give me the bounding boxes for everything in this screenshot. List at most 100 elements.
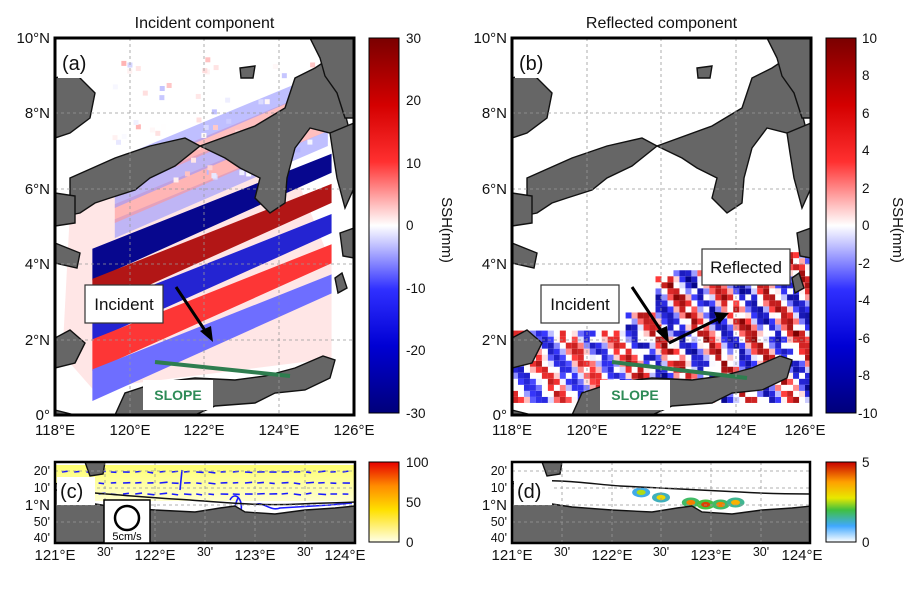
ssh-pixel bbox=[619, 330, 626, 337]
ssh-speckle bbox=[116, 139, 122, 145]
ssh-pixel bbox=[721, 396, 728, 403]
panel-b-reflected-arrow bbox=[668, 316, 721, 345]
ssh-pixel bbox=[595, 360, 602, 367]
ssh-speckle bbox=[112, 135, 118, 141]
ssh-pixel bbox=[547, 354, 554, 361]
panel-d-y-axis: 20' 10' 1°N 50' 40' bbox=[482, 464, 507, 545]
ssh-pixel bbox=[769, 348, 776, 355]
velocity-vector bbox=[74, 470, 80, 473]
ssh-pixel bbox=[643, 372, 650, 379]
ssh-pixel bbox=[565, 348, 572, 355]
ssh-pixel bbox=[793, 312, 800, 319]
ssh-pixel bbox=[595, 342, 602, 349]
ssh-pixel bbox=[535, 348, 542, 355]
ssh-pixel bbox=[571, 384, 578, 391]
ssh-pixel bbox=[673, 306, 680, 313]
ssh-pixel bbox=[655, 354, 662, 361]
ssh-pixel bbox=[535, 390, 542, 397]
ssh-pixel bbox=[793, 396, 800, 403]
panel-a-colorbar-unit: SSH(mm) bbox=[438, 197, 455, 263]
ssh-pixel bbox=[721, 360, 728, 367]
panel-c-legend-label: 5cm/s bbox=[112, 531, 142, 543]
ssh-pixel bbox=[535, 360, 542, 367]
ssh-pixel bbox=[667, 312, 674, 319]
ssh-pixel bbox=[571, 354, 578, 361]
ssh-pixel bbox=[727, 288, 734, 295]
ssh-pixel bbox=[685, 270, 692, 277]
ssh-pixel bbox=[769, 312, 776, 319]
ssh-pixel bbox=[613, 354, 620, 361]
ssh-pixel bbox=[673, 288, 680, 295]
ssh-pixel bbox=[541, 330, 548, 337]
panel-b: Reflected component (b) Incident Reflect… bbox=[473, 15, 906, 439]
ssh-pixel bbox=[709, 324, 716, 331]
ssh-pixel bbox=[517, 366, 524, 373]
ssh-pixel bbox=[631, 318, 638, 325]
ssh-pixel bbox=[553, 348, 560, 355]
ssh-pixel bbox=[565, 342, 572, 349]
ssh-pixel bbox=[805, 342, 811, 349]
ssh-pixel bbox=[607, 372, 614, 379]
x-tick: 118°E bbox=[35, 422, 75, 439]
ssh-pixel bbox=[799, 366, 806, 373]
ssh-pixel bbox=[781, 288, 788, 295]
ssh-pixel bbox=[619, 354, 626, 361]
velocity-vector bbox=[159, 492, 168, 495]
ssh-pixel bbox=[739, 354, 746, 361]
x-tick: 118°E bbox=[492, 422, 532, 439]
ssh-pixel bbox=[589, 348, 596, 355]
ssh-pixel bbox=[655, 360, 662, 367]
y-tick: 50' bbox=[34, 515, 50, 529]
ssh-pixel bbox=[589, 342, 596, 349]
ssh-pixel bbox=[757, 348, 764, 355]
x-tick: 126°E bbox=[784, 422, 825, 439]
ssh-pixel bbox=[781, 312, 788, 319]
y-tick: 1°N bbox=[482, 497, 507, 514]
ssh-speckle bbox=[201, 171, 207, 177]
panel-a-title: Incident component bbox=[135, 15, 275, 32]
ssh-pixel bbox=[565, 396, 572, 403]
ssh-pixel bbox=[751, 360, 758, 367]
ssh-pixel bbox=[673, 360, 680, 367]
ssh-pixel bbox=[589, 372, 596, 379]
ssh-pixel bbox=[673, 372, 680, 379]
ssh-pixel bbox=[685, 300, 692, 307]
ssh-pixel bbox=[805, 390, 811, 397]
wave-band-positive bbox=[92, 183, 332, 311]
ssh-pixel bbox=[799, 270, 806, 277]
ssh-pixel bbox=[637, 312, 644, 319]
ssh-pixel bbox=[523, 384, 530, 391]
ssh-pixel bbox=[769, 324, 776, 331]
ssh-pixel bbox=[799, 306, 806, 313]
hotspot-core bbox=[701, 501, 711, 508]
ssh-pixel bbox=[697, 288, 704, 295]
ssh-pixel bbox=[751, 312, 758, 319]
ssh-pixel bbox=[697, 294, 704, 301]
ssh-speckle bbox=[202, 68, 208, 74]
ssh-pixel bbox=[703, 288, 710, 295]
ssh-pixel bbox=[697, 342, 704, 349]
ssh-pixel bbox=[763, 354, 770, 361]
ssh-pixel bbox=[721, 330, 728, 337]
ssh-pixel bbox=[559, 372, 566, 379]
colorbar-tick: -20 bbox=[406, 343, 426, 358]
ssh-pixel bbox=[751, 288, 758, 295]
ssh-pixel bbox=[661, 318, 668, 325]
ssh-pixel bbox=[787, 372, 794, 379]
ssh-pixel bbox=[685, 360, 692, 367]
ssh-pixel bbox=[721, 306, 728, 313]
ssh-speckle bbox=[272, 64, 278, 70]
ssh-speckle bbox=[112, 84, 118, 90]
panel-b-reflected-arrowhead bbox=[714, 312, 729, 324]
ssh-pixel bbox=[745, 360, 752, 367]
ssh-pixel bbox=[679, 300, 686, 307]
ssh-pixel bbox=[685, 276, 692, 283]
ssh-pixel bbox=[673, 270, 680, 277]
ssh-pixel bbox=[655, 366, 662, 373]
ssh-pixel bbox=[805, 264, 811, 271]
panel-a-x-axis: 118°E 120°E 122°E 124°E 126°E bbox=[35, 422, 374, 439]
ssh-pixel bbox=[691, 372, 698, 379]
ssh-pixel bbox=[805, 318, 811, 325]
ssh-pixel bbox=[781, 396, 788, 403]
ssh-pixel bbox=[763, 318, 770, 325]
